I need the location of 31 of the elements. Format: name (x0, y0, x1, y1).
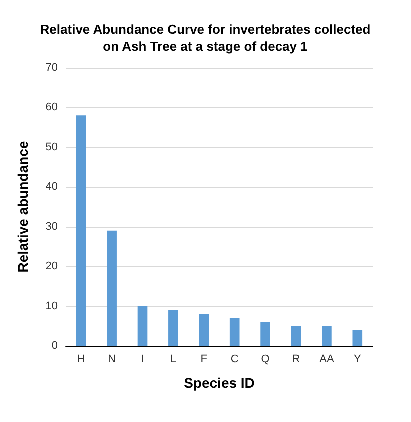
y-axis-title: Relative abundance (15, 141, 31, 273)
x-tick-label: R (292, 354, 300, 366)
x-axis-title: Species ID (184, 375, 255, 391)
x-tick-label: AA (320, 354, 335, 366)
chart-title: Relative Abundance Curve for invertebrates collected on Ash Tree at a stage of decay 1 (40, 22, 371, 54)
x-tick-label: Q (261, 354, 270, 366)
x-tick-label: H (77, 354, 86, 366)
y-tick-label: 70 (46, 62, 58, 74)
bar (230, 318, 240, 346)
bar (138, 306, 148, 346)
x-tick-label: I (141, 354, 144, 366)
y-tick-label: 30 (46, 220, 58, 233)
x-tick-label: Y (354, 354, 362, 366)
bar (260, 322, 270, 346)
bar (291, 326, 302, 346)
bar (107, 230, 117, 346)
bar (352, 330, 363, 346)
y-tick-label: 50 (46, 141, 58, 154)
x-tick-label: C (230, 354, 239, 366)
bar (199, 314, 210, 346)
bar (322, 326, 332, 346)
y-tick-label: 60 (46, 102, 58, 114)
y-tick-label: 20 (46, 260, 58, 273)
bar (76, 116, 86, 346)
bar (168, 310, 178, 346)
y-tick-label: 40 (46, 181, 58, 194)
y-tick-label: 10 (46, 300, 58, 312)
x-tick-label: F (200, 354, 208, 366)
y-tick-label: 0 (52, 340, 58, 352)
x-tick-label: L (170, 354, 177, 366)
x-tick-label: N (108, 354, 116, 366)
